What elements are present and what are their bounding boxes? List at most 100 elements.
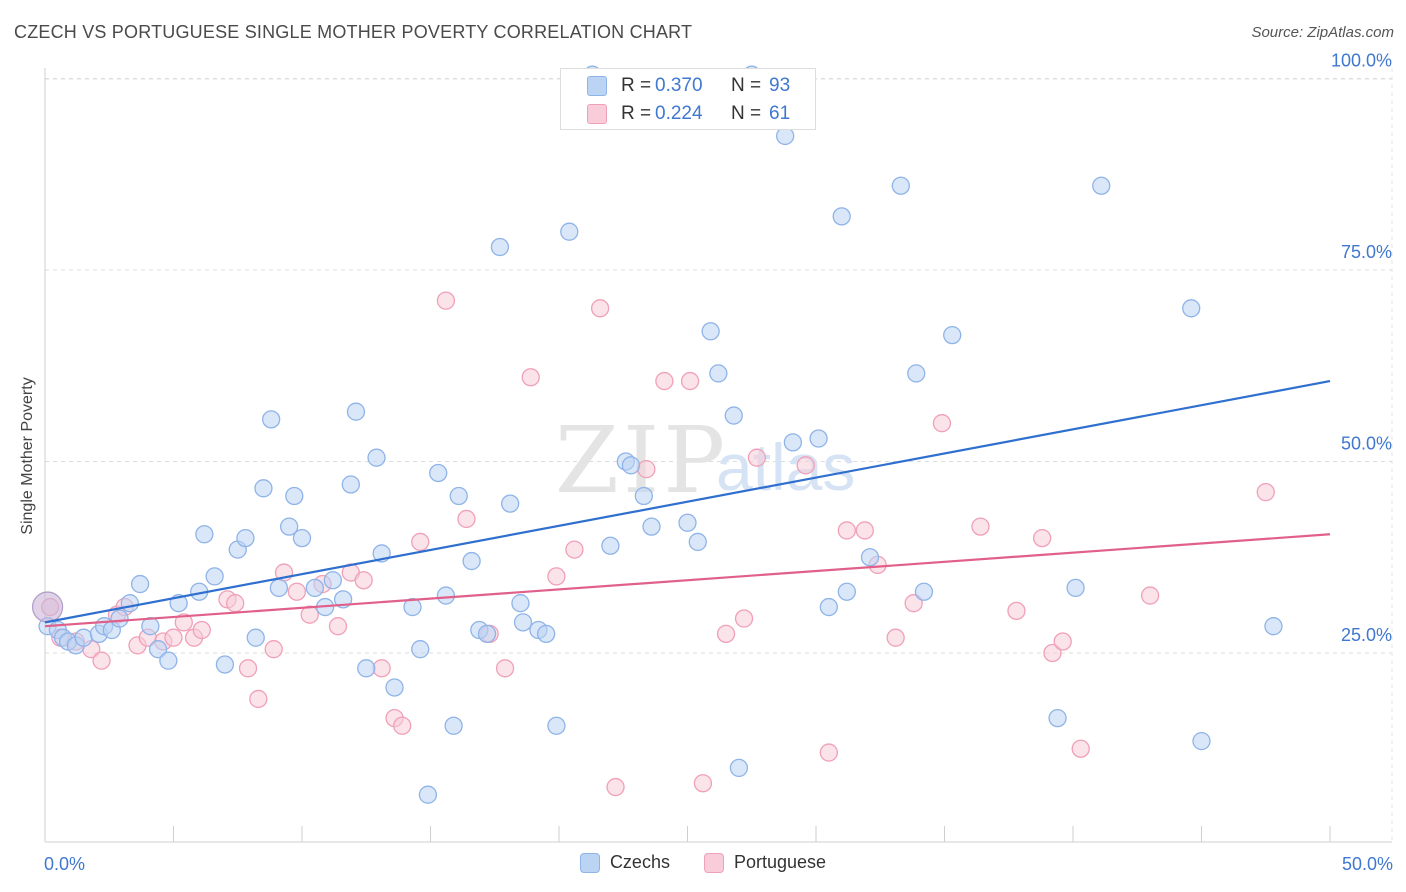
czechs-point <box>418 785 438 804</box>
cluster-point <box>31 591 64 623</box>
czechs-trend-line <box>44 379 1331 624</box>
x-tick-label-max: 50.0% <box>1342 854 1393 874</box>
czechs-point <box>341 475 360 494</box>
czechs-point <box>1066 578 1085 598</box>
portuguese-point <box>565 540 584 559</box>
czechs-legend-label: Czechs <box>609 852 670 872</box>
czechs-point <box>215 655 235 674</box>
portuguese-legend-swatch <box>703 852 724 873</box>
czechs-point <box>907 364 926 383</box>
grid-lines <box>45 68 1393 842</box>
czechs-point <box>688 532 707 552</box>
czechs-points <box>31 65 1283 804</box>
source-label: Source: ZipAtlas.com <box>1251 24 1394 41</box>
portuguese-point <box>971 517 990 536</box>
n-label: N = <box>731 75 762 96</box>
portuguese-point <box>590 299 610 318</box>
x-tick-label-min: 0.0% <box>44 854 85 874</box>
czechs-point <box>678 513 697 532</box>
czechs-point <box>385 678 404 697</box>
portuguese-point <box>855 521 874 540</box>
portuguese-point <box>192 620 211 640</box>
czechs-point <box>560 222 579 241</box>
czechs-point <box>262 410 281 429</box>
czechs-point <box>642 517 661 536</box>
trend-lines <box>44 379 1331 628</box>
czechs-point <box>701 322 720 341</box>
stats-row-czechs: R = 0.370 N = 93 <box>587 73 790 99</box>
portuguese-point <box>886 628 905 647</box>
y-tick-label: 75.0% <box>1341 242 1392 262</box>
czechs-point <box>809 429 828 448</box>
portuguese-point <box>354 571 373 590</box>
czechs-point <box>709 364 728 383</box>
portuguese-point <box>457 509 476 529</box>
portuguese-point <box>164 628 183 647</box>
y-tick-label: 25.0% <box>1341 625 1392 645</box>
series-legend: Czechs Portuguese <box>0 852 1406 873</box>
czechs-point <box>537 624 556 643</box>
portuguese-points <box>40 291 1275 797</box>
czechs-point <box>436 586 456 605</box>
portuguese-point <box>716 624 736 643</box>
czechs-point <box>411 640 430 659</box>
czechs-point <box>141 617 160 636</box>
portuguese-point <box>436 291 456 310</box>
czechs-point <box>501 494 520 513</box>
r-label: R = <box>621 75 652 96</box>
czechs-point <box>449 486 468 506</box>
portuguese-point <box>1071 739 1090 758</box>
czechs-point <box>914 582 934 601</box>
portuguese-point <box>92 651 111 670</box>
portuguese-point <box>1033 528 1052 548</box>
czechs-point <box>490 237 510 257</box>
czechs-point <box>819 597 838 617</box>
czechs-r-value: 0.370 <box>655 75 703 96</box>
czechs-point <box>367 448 386 467</box>
y-tick-label: 50.0% <box>1341 434 1392 454</box>
portuguese-point <box>837 521 856 540</box>
portuguese-point <box>796 456 815 475</box>
czechs-point <box>511 594 530 613</box>
portuguese-point <box>680 371 700 391</box>
czechs-point <box>477 624 497 643</box>
portuguese-point <box>495 659 515 678</box>
czechs-point <box>943 325 962 345</box>
czechs-point <box>832 207 851 226</box>
portuguese-point <box>1140 586 1160 605</box>
portuguese-point <box>411 532 430 552</box>
czechs-point <box>462 551 481 571</box>
legend-item-portuguese[interactable]: Portuguese <box>703 852 827 873</box>
czechs-point <box>74 628 93 647</box>
czechs-point <box>513 613 533 632</box>
portuguese-point <box>249 689 268 709</box>
legend-item-czechs[interactable]: Czechs <box>579 852 670 873</box>
czechs-point <box>1048 708 1067 728</box>
portuguese-point <box>547 567 566 586</box>
portuguese-legend-label: Portuguese <box>733 852 827 872</box>
portuguese-trend-line <box>44 533 1331 628</box>
czechs-point <box>724 406 743 425</box>
czechs-point <box>246 628 265 647</box>
portuguese-point <box>693 774 713 793</box>
portuguese-point <box>932 414 952 433</box>
n-label: N = <box>731 103 762 124</box>
czechs-point <box>292 528 312 548</box>
portuguese-r-value: 0.224 <box>655 103 703 124</box>
czechs-point <box>130 574 150 594</box>
czechs-point <box>346 402 366 421</box>
czechs-point <box>120 594 139 613</box>
czechs-point <box>621 456 641 475</box>
tick-labels: 25.0% 50.0% 75.0% 100.0% 0.0% 50.0% <box>44 51 1393 875</box>
czechs-point <box>1192 731 1211 751</box>
czechs-point <box>891 176 910 195</box>
czechs-point <box>403 597 422 617</box>
czechs-point <box>195 525 214 544</box>
axes <box>44 68 1392 843</box>
czechs-point <box>601 536 620 555</box>
portuguese-point <box>747 448 767 467</box>
portuguese-point <box>734 609 754 628</box>
czechs-point <box>837 582 856 601</box>
portuguese-point <box>372 659 391 678</box>
r-label: R = <box>621 103 652 124</box>
